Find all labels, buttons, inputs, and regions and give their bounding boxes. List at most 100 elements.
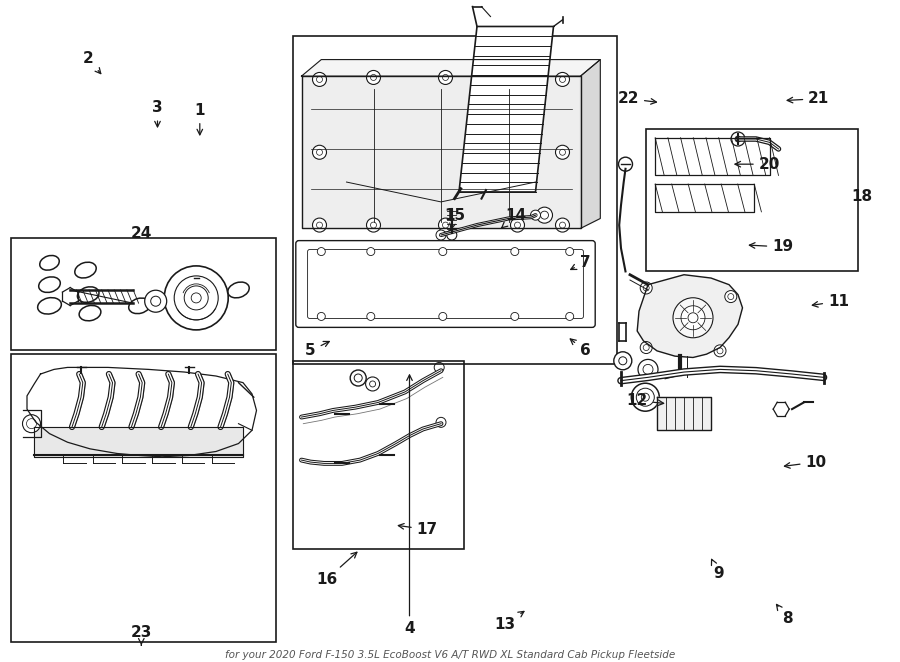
Circle shape — [515, 222, 520, 228]
Text: 13: 13 — [495, 612, 524, 632]
Circle shape — [371, 74, 376, 81]
Circle shape — [555, 72, 570, 87]
Polygon shape — [302, 76, 580, 228]
Circle shape — [370, 381, 375, 387]
Circle shape — [644, 344, 649, 351]
Circle shape — [724, 291, 737, 303]
Text: 18: 18 — [851, 189, 873, 204]
Circle shape — [145, 290, 166, 312]
Circle shape — [618, 157, 633, 171]
Circle shape — [510, 70, 525, 85]
Circle shape — [436, 417, 446, 428]
Circle shape — [312, 218, 327, 232]
Circle shape — [511, 248, 518, 256]
Polygon shape — [459, 26, 554, 192]
Text: 24: 24 — [130, 226, 152, 241]
FancyBboxPatch shape — [308, 250, 583, 318]
Circle shape — [366, 218, 381, 232]
Text: 2: 2 — [83, 52, 101, 73]
Circle shape — [510, 218, 525, 232]
Circle shape — [367, 248, 374, 256]
Text: 15: 15 — [444, 209, 465, 229]
Circle shape — [560, 76, 565, 83]
Circle shape — [717, 348, 723, 354]
Text: for your 2020 Ford F-150 3.5L EcoBoost V6 A/T RWD XL Standard Cab Pickup Fleetsi: for your 2020 Ford F-150 3.5L EcoBoost V… — [225, 650, 675, 660]
Circle shape — [439, 248, 446, 256]
Circle shape — [350, 370, 366, 386]
Text: 19: 19 — [750, 240, 793, 254]
Circle shape — [317, 149, 322, 156]
Circle shape — [636, 388, 654, 406]
Text: 22: 22 — [617, 91, 656, 106]
Circle shape — [438, 218, 453, 232]
Text: 20: 20 — [735, 157, 780, 171]
Circle shape — [530, 210, 541, 220]
Polygon shape — [657, 397, 711, 430]
Circle shape — [371, 222, 376, 228]
Text: 16: 16 — [316, 552, 357, 587]
Circle shape — [631, 383, 660, 411]
Circle shape — [644, 285, 649, 291]
Bar — [11, 238, 276, 350]
Bar — [292, 361, 464, 549]
Circle shape — [446, 230, 457, 240]
Polygon shape — [637, 275, 742, 357]
Circle shape — [642, 393, 649, 401]
Circle shape — [614, 352, 632, 370]
Circle shape — [26, 418, 37, 429]
Circle shape — [731, 132, 745, 146]
Circle shape — [164, 266, 229, 330]
Circle shape — [555, 145, 570, 160]
Circle shape — [150, 296, 161, 307]
Text: 7: 7 — [571, 255, 590, 269]
Circle shape — [555, 218, 570, 232]
Circle shape — [619, 357, 626, 365]
Text: 12: 12 — [626, 393, 663, 408]
Bar — [646, 129, 858, 271]
Circle shape — [560, 149, 565, 156]
Circle shape — [191, 293, 202, 303]
Circle shape — [443, 74, 448, 81]
Circle shape — [318, 312, 325, 320]
Text: 9: 9 — [712, 559, 724, 581]
Text: 3: 3 — [152, 101, 163, 127]
Circle shape — [714, 345, 726, 357]
Circle shape — [688, 312, 698, 323]
Text: 8: 8 — [777, 604, 793, 626]
Circle shape — [640, 342, 652, 354]
Circle shape — [541, 211, 548, 219]
Bar — [11, 354, 276, 642]
Polygon shape — [580, 60, 600, 228]
Circle shape — [312, 145, 327, 160]
Circle shape — [312, 72, 327, 87]
Polygon shape — [34, 427, 243, 457]
Text: 5: 5 — [305, 342, 329, 358]
Circle shape — [317, 222, 322, 228]
Text: 14: 14 — [501, 209, 526, 228]
Circle shape — [643, 364, 653, 375]
Circle shape — [728, 293, 733, 300]
Circle shape — [318, 248, 325, 256]
Circle shape — [317, 76, 322, 83]
Circle shape — [438, 70, 453, 85]
Text: 21: 21 — [788, 91, 830, 106]
Circle shape — [566, 248, 573, 256]
Text: 1: 1 — [194, 103, 205, 135]
Circle shape — [175, 276, 218, 320]
Circle shape — [439, 312, 446, 320]
Circle shape — [434, 362, 445, 373]
Circle shape — [638, 359, 658, 379]
Circle shape — [640, 282, 652, 294]
Text: 10: 10 — [785, 455, 826, 469]
Polygon shape — [302, 60, 600, 76]
Circle shape — [367, 312, 374, 320]
Text: 6: 6 — [571, 339, 590, 358]
Text: 17: 17 — [399, 522, 437, 537]
Circle shape — [22, 414, 40, 433]
Text: 23: 23 — [130, 625, 152, 645]
Circle shape — [560, 222, 565, 228]
Circle shape — [436, 230, 446, 240]
Circle shape — [443, 222, 448, 228]
Circle shape — [536, 207, 553, 223]
Text: 11: 11 — [813, 294, 849, 308]
